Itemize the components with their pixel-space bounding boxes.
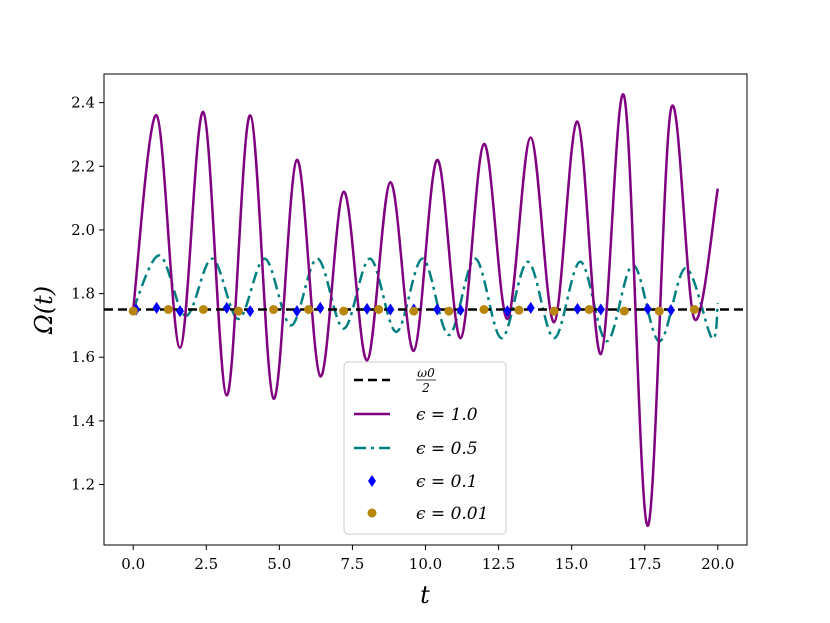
x-tick-label: 12.5 [482,555,515,573]
legend-label: ϵ = 0.01 [416,504,488,524]
marker-eps-0-01 [304,305,314,314]
marker-eps-0-01 [128,306,138,316]
marker-eps-0-1 [596,303,605,316]
marker-eps-0-01 [339,306,349,316]
x-tick-label: 2.5 [194,555,218,573]
marker-eps-0-1 [643,302,652,315]
legend-marker-eps-0-01 [367,508,377,518]
x-tick-label: 7.5 [341,555,365,573]
legend-label: ϵ = 1.0 [416,405,478,425]
marker-eps-0-1 [526,301,535,314]
legend-marker-eps-0-1 [368,475,376,487]
y-tick-label: 1.2 [71,476,95,494]
marker-eps-0-01 [584,305,594,314]
marker-eps-0-1 [433,303,442,316]
marker-eps-0-1 [152,301,161,314]
legend: ω02 ϵ = 1.0 ϵ = 0.5 ϵ = 0.1 ϵ = 0.01 [343,361,507,535]
marker-eps-0-1 [667,304,676,317]
marker-eps-0-01 [689,305,699,314]
marker-eps-0-01 [269,305,279,314]
x-axis-label: t [420,581,430,609]
marker-eps-0-01 [514,305,524,315]
legend-label-denominator: 2 [421,381,430,395]
marker-eps-0-01 [654,306,664,316]
y-tick-label: 1.4 [71,412,95,430]
x-tick-label: 10.0 [409,555,442,573]
marker-eps-0-01 [409,306,419,316]
legend-label-numerator: ω0 [417,366,435,380]
marker-eps-0-1 [292,305,301,318]
marker-eps-0-01 [444,306,454,316]
marker-eps-0-01 [233,306,243,316]
x-tick-label: 17.5 [628,555,661,573]
legend-frame [343,361,507,535]
y-tick-label: 2.0 [71,221,95,239]
marker-eps-0-01 [374,305,384,314]
marker-eps-0-1 [386,303,395,316]
marker-eps-0-1 [503,305,512,318]
x-tick-label: 5.0 [267,555,291,573]
y-tick-label: 1.6 [71,348,95,366]
x-tick-label: 20.0 [701,555,734,573]
marker-eps-0-1 [316,301,325,314]
y-axis-label: Ω(t) [30,286,58,335]
x-tick-label: 15.0 [555,555,588,573]
y-tick-label: 2.4 [71,94,95,112]
marker-eps-0-1 [573,302,582,315]
marker-eps-0-01 [549,306,559,316]
marker-eps-0-01 [163,305,173,314]
marker-eps-0-01 [479,305,489,314]
marker-eps-0-1 [222,301,231,314]
marker-eps-0-01 [619,306,629,316]
y-tick-label: 1.8 [71,285,95,303]
marker-eps-0-1 [246,305,255,318]
legend-label: ϵ = 0.1 [416,472,478,492]
series-line-eps-0-5 [132,254,720,343]
y-tick-label: 2.2 [71,157,95,175]
series-line-eps-1-0 [131,93,720,528]
marker-eps-0-01 [198,305,208,314]
x-tick-label: 0.0 [121,555,145,573]
legend-label: ϵ = 0.5 [416,439,478,459]
marker-eps-0-1 [175,305,184,318]
marker-eps-0-1 [456,304,465,317]
marker-eps-0-1 [363,302,372,315]
